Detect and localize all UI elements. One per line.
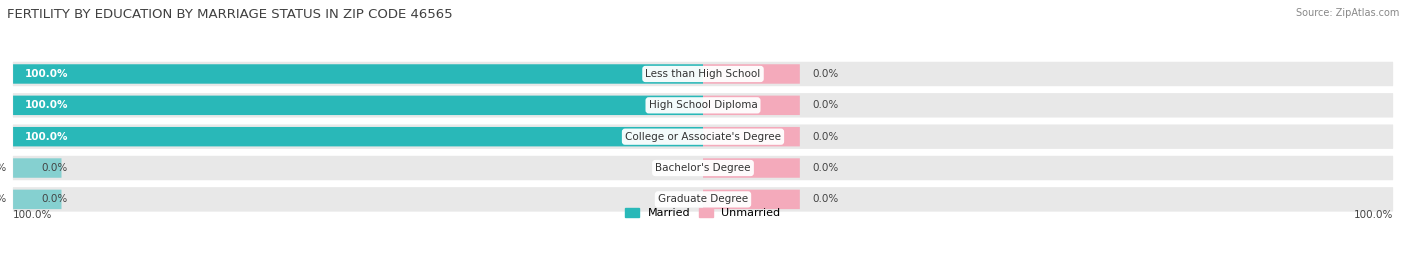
FancyBboxPatch shape [703, 64, 800, 84]
Text: 100.0%: 100.0% [25, 100, 69, 110]
FancyBboxPatch shape [703, 158, 800, 178]
Text: 0.0%: 0.0% [0, 163, 7, 173]
Text: 100.0%: 100.0% [1354, 210, 1393, 220]
Text: 0.0%: 0.0% [811, 100, 838, 110]
Text: 0.0%: 0.0% [811, 163, 838, 173]
Text: Bachelor's Degree: Bachelor's Degree [655, 163, 751, 173]
Text: 0.0%: 0.0% [811, 194, 838, 204]
FancyBboxPatch shape [13, 93, 1393, 118]
Text: 0.0%: 0.0% [41, 194, 67, 204]
FancyBboxPatch shape [703, 190, 800, 209]
FancyBboxPatch shape [703, 96, 800, 115]
Text: FERTILITY BY EDUCATION BY MARRIAGE STATUS IN ZIP CODE 46565: FERTILITY BY EDUCATION BY MARRIAGE STATU… [7, 8, 453, 21]
Text: Source: ZipAtlas.com: Source: ZipAtlas.com [1295, 8, 1399, 18]
FancyBboxPatch shape [13, 190, 62, 209]
Text: High School Diploma: High School Diploma [648, 100, 758, 110]
Text: 0.0%: 0.0% [0, 194, 7, 204]
Text: 100.0%: 100.0% [25, 132, 69, 142]
Text: Less than High School: Less than High School [645, 69, 761, 79]
Text: 100.0%: 100.0% [13, 210, 52, 220]
Text: 0.0%: 0.0% [811, 132, 838, 142]
FancyBboxPatch shape [13, 124, 1393, 149]
Text: Graduate Degree: Graduate Degree [658, 194, 748, 204]
FancyBboxPatch shape [13, 127, 703, 146]
FancyBboxPatch shape [13, 156, 1393, 180]
Legend: Married, Unmarried: Married, Unmarried [621, 203, 785, 222]
FancyBboxPatch shape [13, 187, 1393, 212]
FancyBboxPatch shape [13, 64, 703, 84]
Text: 0.0%: 0.0% [41, 163, 67, 173]
Text: 0.0%: 0.0% [811, 69, 838, 79]
Text: 100.0%: 100.0% [25, 69, 69, 79]
FancyBboxPatch shape [13, 62, 1393, 86]
FancyBboxPatch shape [13, 96, 703, 115]
FancyBboxPatch shape [703, 127, 800, 146]
Text: College or Associate's Degree: College or Associate's Degree [626, 132, 780, 142]
FancyBboxPatch shape [13, 158, 62, 178]
